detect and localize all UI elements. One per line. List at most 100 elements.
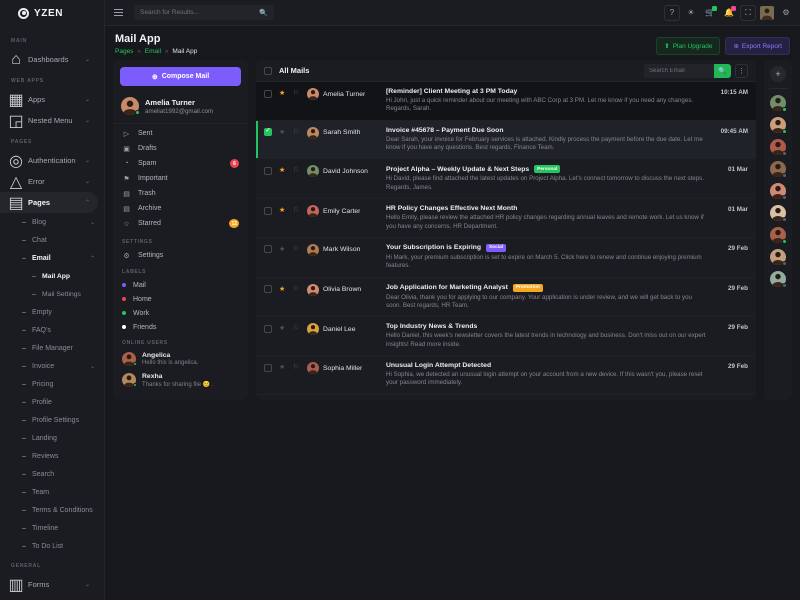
table-row[interactable]: ★ ⚐ Olivia Brown Job Application for Market… [256, 278, 756, 318]
table-row[interactable]: ★ ⚐ Daniel Lee Top Industry News & Trends He… [256, 317, 756, 357]
row-checkbox[interactable] [264, 166, 272, 175]
sidebar-subitem-profile-settings[interactable]: Profile Settings [0, 411, 104, 429]
sidebar-subitem-invoice[interactable]: Invoice ⌄ [0, 357, 104, 375]
mail-settings-item[interactable]: ⚙ Settings [113, 248, 248, 263]
sidebar-subitem-search[interactable]: Search [0, 465, 104, 483]
table-row[interactable]: ★ ⚐ Amelia Turner [Reminder] Client Meeting… [256, 82, 756, 121]
sidebar-item-ui-elements[interactable]: ⊞UI Elements⌄ [0, 595, 98, 600]
table-row[interactable]: ★ ⚐ Sophia Miller Unusual Login Attempt Det… [256, 356, 756, 395]
sidebar-subitem-pricing[interactable]: Pricing [0, 375, 104, 393]
sidebar-subitem-email[interactable]: Email ⌃ [0, 249, 104, 267]
row-checkbox[interactable] [264, 285, 272, 294]
fullscreen-icon[interactable]: ⛶ [740, 4, 756, 21]
vertical-dots-icon[interactable]: ⋮ [735, 63, 748, 78]
add-contact-button[interactable]: + [770, 66, 786, 82]
row-checkbox[interactable] [264, 206, 272, 215]
sidebar-item-dashboards[interactable]: ⌂ Dashboards ⌄ [0, 49, 98, 70]
brand[interactable]: YZEN [0, 0, 104, 26]
bookmark-icon[interactable]: ⚐ [293, 128, 300, 136]
sidebar-subitem-timeline[interactable]: Timeline [0, 519, 104, 537]
mail-folder-important[interactable]: ⚑ Important [113, 171, 248, 186]
sidebar-item-authentication[interactable]: ◎ Authentication ⌄ [0, 150, 98, 171]
sidebar-item-nested-menu[interactable]: ◲ Nested Menu ⌄ [0, 110, 98, 131]
table-row[interactable]: ★ ⚐ Sarah Smith Invoice #45678 – Payment Du… [256, 120, 756, 160]
bookmark-icon[interactable]: ⚐ [293, 167, 300, 175]
row-checkbox[interactable] [264, 127, 272, 137]
star-icon[interactable]: ★ [279, 325, 286, 333]
avatar[interactable] [770, 227, 787, 244]
sidebar-subitem-chat[interactable]: Chat [0, 231, 104, 249]
avatar[interactable] [770, 271, 787, 288]
mail-search-input[interactable] [649, 67, 709, 74]
mail-folder-spam[interactable]: ◔ Spam 6 [113, 156, 248, 171]
mail-search-button[interactable]: 🔍 [714, 63, 731, 78]
label-work[interactable]: Work [113, 306, 248, 320]
sidebar-item-pages[interactable]: ▤ Pages ⌃ [0, 192, 98, 213]
star-icon[interactable]: ★ [279, 90, 286, 97]
sidebar-subitem-file-manager[interactable]: File Manager [0, 339, 104, 357]
sidebar-subitem-empty[interactable]: Empty [0, 303, 104, 321]
sidebar-subitem-profile[interactable]: Profile [0, 393, 104, 411]
star-icon[interactable]: ★ [279, 285, 286, 293]
bookmark-icon[interactable]: ⚐ [293, 90, 300, 97]
header-button-plan-upgrade[interactable]: ⬆ Plan Upgrade [656, 37, 721, 55]
avatar[interactable] [770, 117, 787, 134]
table-row[interactable]: ★ ⚐ David Johnson Project Alpha – Weekly Up… [256, 159, 756, 200]
help-icon[interactable]: ? [664, 4, 680, 21]
bookmark-icon[interactable]: ⚐ [293, 285, 300, 293]
compose-mail-button[interactable]: ⊕ Compose Mail [120, 67, 241, 86]
header-button-export-report[interactable]: ⊕ Export Report [725, 37, 790, 55]
online-user-item[interactable]: Rexha Thanks for sharing file 😊 . [113, 370, 248, 392]
sidebar-subitem-reviews[interactable]: Reviews [0, 447, 104, 465]
sidebar-item-apps[interactable]: ▦ Apps ⌄ [0, 89, 98, 110]
sidebar-subitem-landing[interactable]: Landing [0, 429, 104, 447]
mail-folder-archive[interactable]: ▤ Archive [113, 201, 248, 216]
star-icon[interactable]: ★ [279, 245, 286, 253]
cart-icon[interactable]: 🛒 [702, 5, 718, 21]
online-user-item[interactable]: Angelica Hello this is angelica. [113, 349, 248, 370]
bookmark-icon[interactable]: ⚐ [293, 245, 300, 253]
label-home[interactable]: Home [113, 292, 248, 306]
sidebar-item-error[interactable]: △ Error ⌄ [0, 171, 98, 192]
avatar[interactable] [770, 205, 787, 222]
row-checkbox[interactable] [264, 324, 272, 333]
avatar[interactable] [770, 161, 787, 178]
sidebar-subitem-mail-settings[interactable]: Mail Settings [0, 285, 104, 303]
table-row[interactable]: ★⚐Michael AdamsYour Order #98765 Has Bee… [256, 395, 756, 400]
breadcrumb-item[interactable]: Email [144, 48, 162, 55]
select-all-checkbox[interactable] [264, 66, 272, 75]
mail-search[interactable] [644, 63, 714, 78]
sidebar-subitem-blog[interactable]: Blog ⌄ [0, 213, 104, 231]
star-icon[interactable]: ★ [279, 128, 286, 136]
user-avatar[interactable] [759, 5, 775, 21]
sidebar-item-forms[interactable]: ▥ Forms ⌄ [0, 574, 98, 595]
sidebar-subitem-terms-conditions[interactable]: Terms & Conditions [0, 501, 104, 519]
bookmark-icon[interactable]: ⚐ [293, 207, 300, 215]
row-checkbox[interactable] [264, 245, 272, 254]
table-row[interactable]: ★ ⚐ Mark Wilson Your Subscription is Expiri… [256, 238, 756, 278]
current-user[interactable]: Amelia Turner ameliat1992@gmail.com [113, 93, 248, 123]
mail-folder-sent[interactable]: ▷ Sent [113, 126, 248, 141]
row-checkbox[interactable] [264, 363, 272, 372]
mail-folder-trash[interactable]: ▤ Trash [113, 186, 248, 201]
global-search[interactable]: 🔍 [134, 5, 274, 20]
star-icon[interactable]: ★ [279, 364, 286, 372]
bell-icon[interactable]: 🔔 [721, 5, 737, 21]
gear-icon[interactable]: ⚙ [778, 5, 794, 21]
sidebar-subitem-mail-app[interactable]: Mail App [0, 267, 104, 285]
hamburger-menu-icon[interactable] [111, 6, 126, 19]
avatar[interactable] [770, 95, 787, 112]
brightness-icon[interactable]: ☀ [683, 5, 699, 21]
mail-folder-drafts[interactable]: ▣ Drafts [113, 141, 248, 156]
star-icon[interactable]: ★ [279, 167, 286, 175]
avatar[interactable] [770, 139, 787, 156]
label-mail[interactable]: Mail [113, 278, 248, 292]
search-input[interactable] [140, 9, 256, 16]
bookmark-icon[interactable]: ⚐ [293, 325, 300, 333]
sidebar-subitem-team[interactable]: Team [0, 483, 104, 501]
avatar[interactable] [770, 183, 787, 200]
star-icon[interactable]: ★ [279, 207, 286, 215]
table-row[interactable]: ★ ⚐ Emily Carter HR Policy Changes Effectiv… [256, 199, 756, 238]
sidebar-subitem-to-do-list[interactable]: To Do List [0, 537, 104, 555]
mail-folder-starred[interactable]: ☆ Starred 12 [113, 216, 248, 231]
